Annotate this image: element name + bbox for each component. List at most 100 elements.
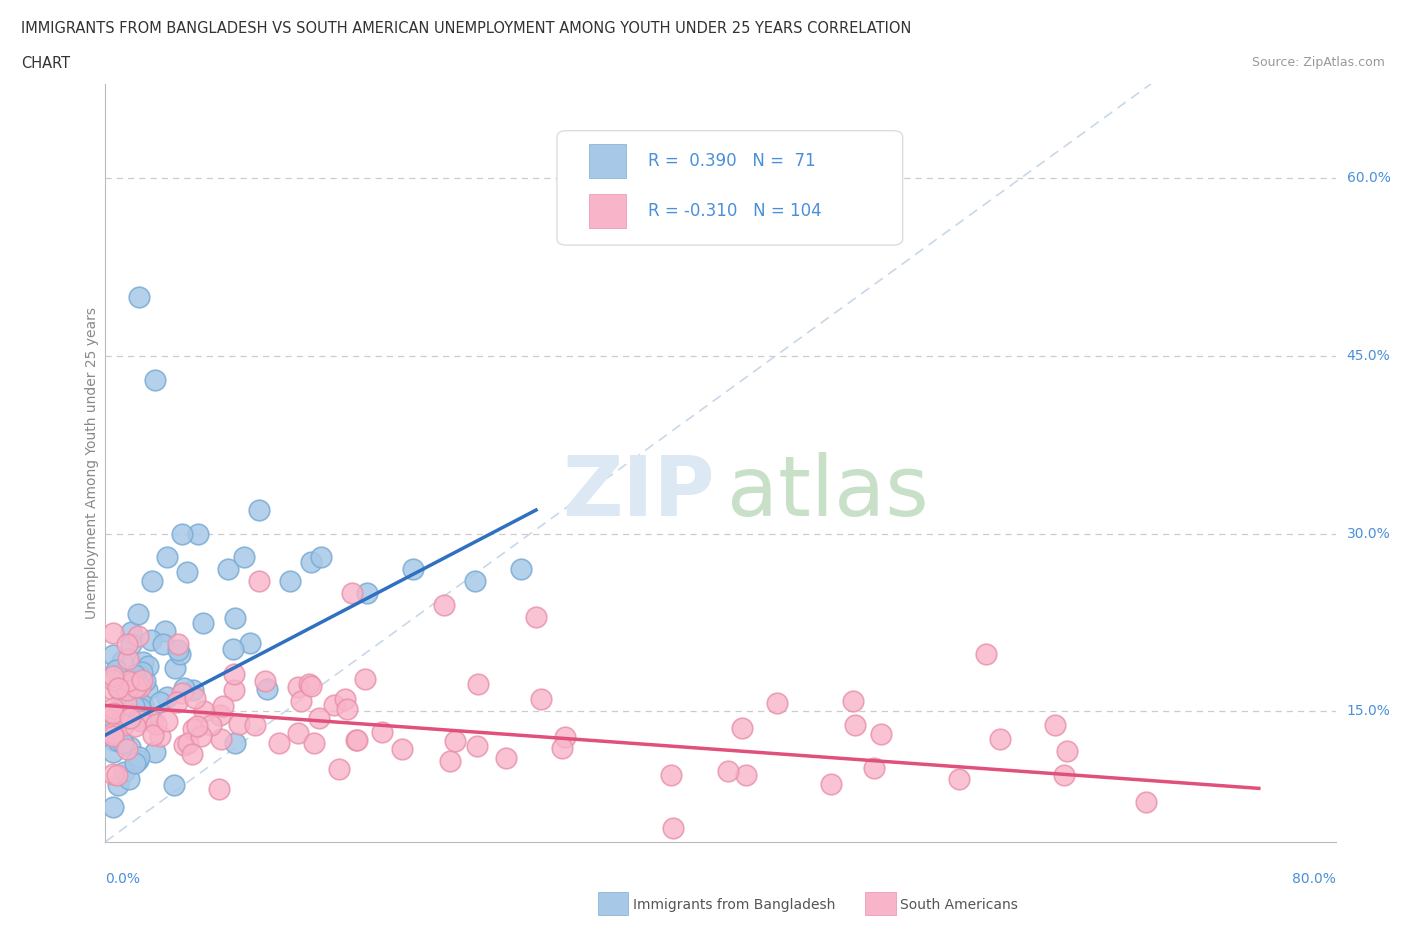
Point: [111, 736, 134, 751]
Text: South Americans: South Americans: [900, 897, 1018, 912]
Text: atlas: atlas: [727, 453, 928, 534]
Point: [163, 660, 186, 675]
Point: [131, 664, 153, 679]
Point: [115, 637, 138, 652]
Point: [105, 768, 128, 783]
Point: [176, 736, 198, 751]
Point: [193, 703, 215, 718]
Bar: [589, 144, 626, 179]
Point: [127, 628, 149, 643]
Point: [439, 753, 461, 768]
Point: [118, 740, 141, 755]
Point: [114, 699, 136, 714]
Text: 0.0%: 0.0%: [105, 872, 141, 886]
Point: [218, 562, 240, 577]
FancyBboxPatch shape: [557, 131, 903, 246]
Point: [101, 707, 124, 722]
Point: [142, 728, 165, 743]
Point: [117, 673, 139, 688]
Point: [176, 565, 198, 579]
Point: [101, 767, 124, 782]
Point: [183, 690, 205, 705]
Point: [118, 772, 141, 787]
Point: [863, 761, 886, 776]
Point: [131, 672, 153, 687]
Point: [132, 655, 155, 670]
Point: [247, 502, 270, 517]
Text: 45.0%: 45.0%: [1347, 349, 1391, 363]
Point: [193, 616, 215, 631]
Point: [153, 623, 176, 638]
Point: [163, 777, 186, 792]
Point: [128, 680, 150, 695]
Point: [530, 692, 553, 707]
Point: [209, 707, 232, 722]
Point: [495, 751, 517, 766]
Point: [181, 683, 204, 698]
Text: Source: ZipAtlas.com: Source: ZipAtlas.com: [1251, 56, 1385, 69]
Point: [391, 741, 413, 756]
Point: [125, 691, 148, 706]
Point: [111, 654, 134, 669]
Point: [869, 727, 891, 742]
Point: [371, 724, 394, 739]
Point: [287, 680, 309, 695]
Point: [308, 711, 330, 725]
Point: [333, 692, 356, 707]
Text: Immigrants from Bangladesh: Immigrants from Bangladesh: [633, 897, 835, 912]
Point: [180, 747, 202, 762]
Point: [108, 683, 131, 698]
Point: [186, 718, 208, 733]
Point: [224, 683, 246, 698]
Point: [149, 728, 172, 743]
Point: [247, 574, 270, 589]
Point: [127, 606, 149, 621]
Point: [200, 717, 222, 732]
Bar: [589, 193, 626, 228]
Point: [173, 737, 195, 752]
Point: [101, 706, 124, 721]
Point: [136, 683, 159, 698]
Point: [101, 745, 124, 760]
Point: [115, 741, 138, 756]
Point: [141, 713, 163, 728]
Point: [948, 772, 970, 787]
Point: [298, 676, 321, 691]
Point: [149, 694, 172, 709]
Point: [1043, 718, 1066, 733]
Point: [173, 681, 195, 696]
Point: [124, 680, 146, 695]
Text: R = -0.310   N = 104: R = -0.310 N = 104: [648, 202, 821, 219]
Point: [101, 700, 124, 715]
Text: CHART: CHART: [21, 56, 70, 71]
Point: [974, 646, 997, 661]
Point: [209, 731, 232, 746]
Point: [328, 762, 350, 777]
Point: [662, 820, 685, 835]
Point: [222, 667, 245, 682]
Point: [467, 677, 489, 692]
Point: [107, 681, 129, 696]
Point: [132, 698, 155, 712]
Point: [346, 733, 368, 748]
Text: 80.0%: 80.0%: [1292, 872, 1336, 886]
Point: [187, 526, 209, 541]
Point: [169, 646, 191, 661]
Text: R =  0.390   N =  71: R = 0.390 N = 71: [648, 153, 815, 170]
Point: [122, 698, 145, 713]
Point: [131, 713, 153, 728]
Point: [299, 554, 322, 569]
Point: [844, 718, 866, 733]
Point: [181, 722, 204, 737]
Point: [346, 733, 368, 748]
Point: [115, 696, 138, 711]
Text: 15.0%: 15.0%: [1347, 704, 1391, 718]
Point: [166, 695, 188, 710]
Point: [309, 550, 332, 565]
Point: [141, 574, 163, 589]
Point: [524, 609, 547, 624]
Point: [101, 672, 124, 687]
Point: [172, 526, 194, 541]
Point: [224, 610, 246, 625]
Point: [141, 632, 163, 647]
